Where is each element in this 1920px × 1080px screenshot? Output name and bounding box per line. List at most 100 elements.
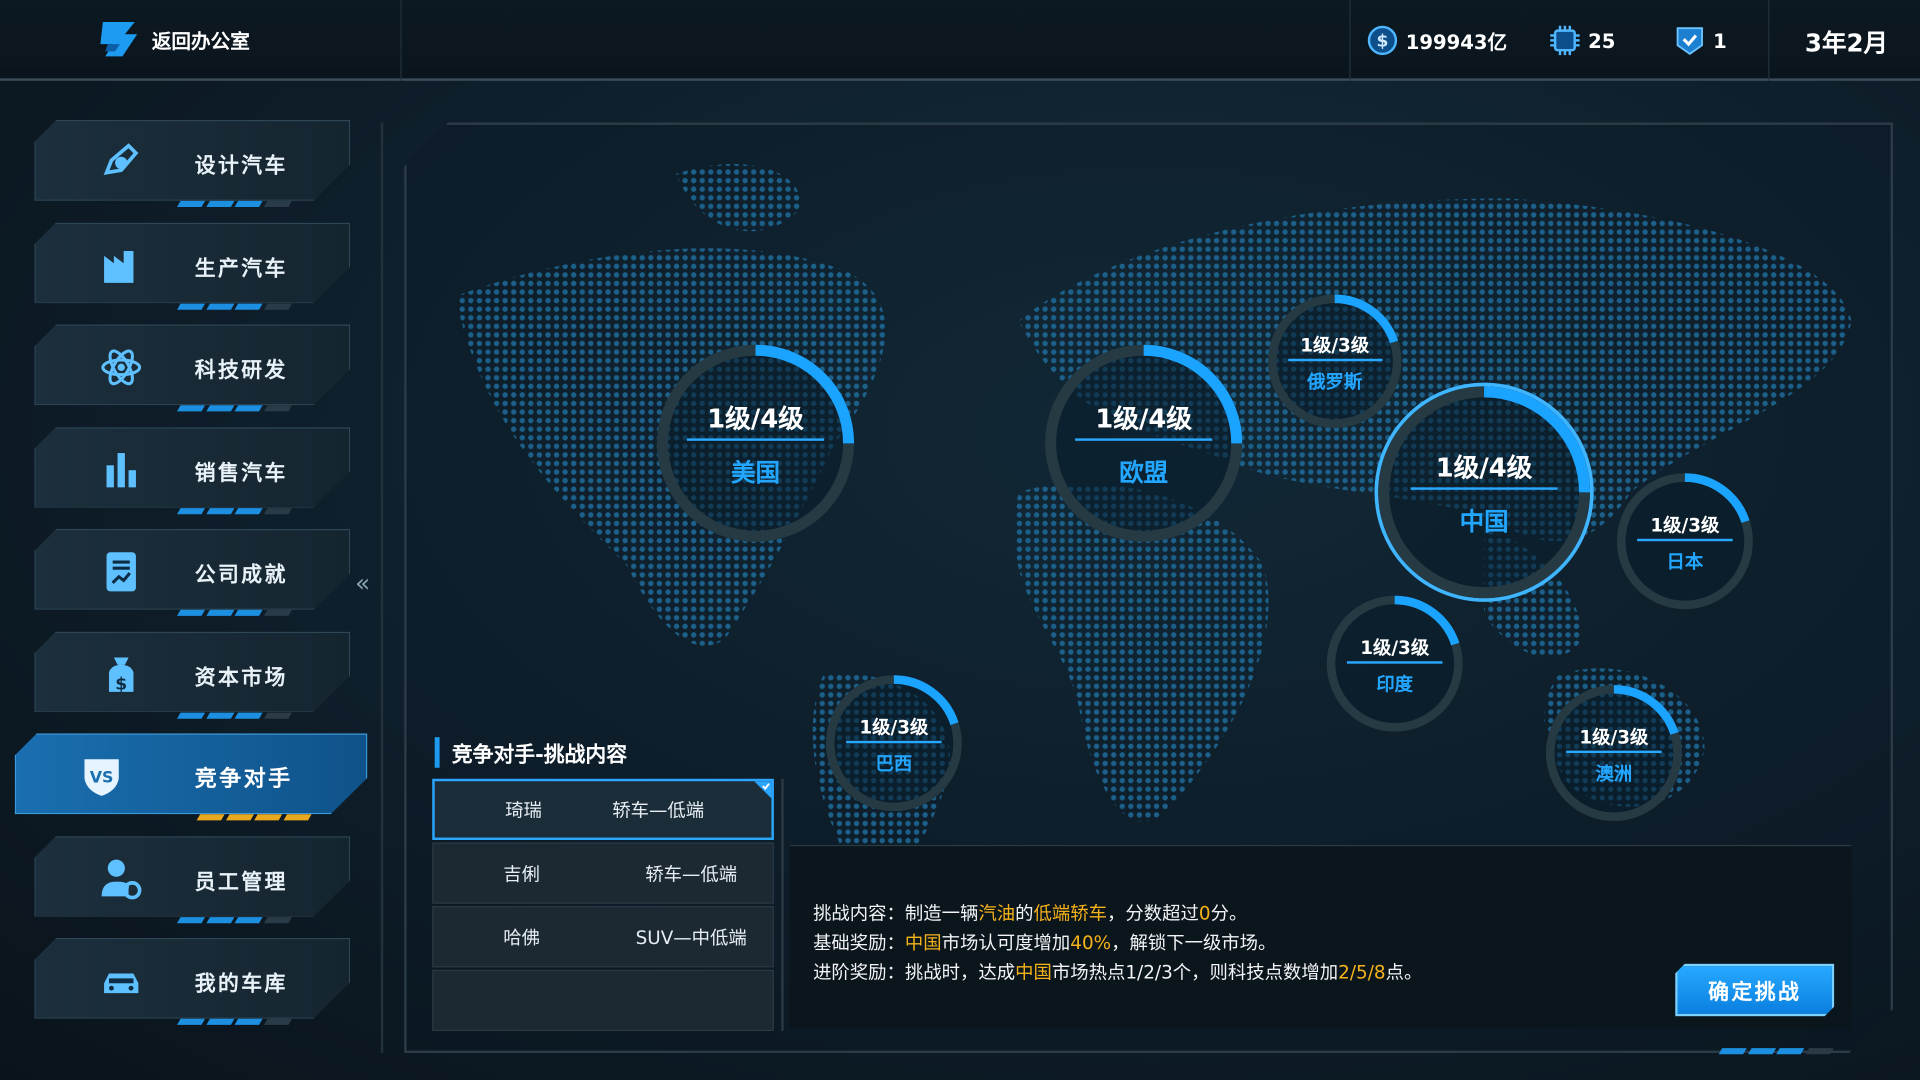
sidebar-item-label: 我的车库 [194, 972, 288, 997]
back-logo-icon [100, 22, 138, 57]
market-ring-7[interactable]: 1级/3级 巴西 [819, 669, 968, 818]
market-name: 欧盟 [1119, 457, 1169, 488]
market-level: 1级/4级 [1095, 404, 1192, 434]
selected-check-icon [754, 781, 772, 799]
rival-brand: 哈佛 [503, 926, 540, 949]
market-ring-6[interactable]: 1级/3级 印度 [1320, 589, 1469, 738]
rival-row[interactable]: 哈佛 SUV—中低端 [432, 906, 774, 968]
market-level: 1级/4级 [707, 404, 804, 434]
atom-icon [99, 345, 143, 389]
market-level: 1级/3级 [859, 716, 929, 739]
rival-row-empty [432, 969, 774, 1032]
progress-ring [1539, 678, 1688, 827]
rival-segment: 轿车—低端 [612, 798, 705, 822]
market-name: 俄罗斯 [1307, 371, 1363, 394]
rival-segment: 轿车—低端 [645, 862, 738, 885]
sidebar-item-4[interactable]: 销售汽车 [34, 427, 350, 508]
tech-points-value: 25 [1588, 28, 1616, 53]
challenge-content: 挑战内容：制造一辆汽油的低端轿车，分数超过0分。 [813, 902, 1248, 925]
basic-reward: 基础奖励：中国市场认可度增加40%，解锁下一级市场。 [813, 931, 1277, 954]
svg-text:$: $ [115, 674, 127, 694]
nav-indicator [177, 507, 291, 514]
vs-shield-icon: VS [80, 754, 124, 798]
market-name: 澳洲 [1595, 762, 1633, 785]
badge-check-icon [1676, 27, 1703, 55]
market-ring-2[interactable]: 1级/4级 欧盟 [1040, 339, 1248, 547]
nav-indicator [177, 609, 291, 616]
sidebar-item-2[interactable]: 生产汽车 [34, 222, 350, 303]
market-name: 日本 [1666, 551, 1704, 574]
sidebar-item-6[interactable]: $ 资本市场 [34, 631, 350, 712]
market-name: 印度 [1376, 673, 1414, 696]
rival-brand: 吉俐 [503, 862, 540, 885]
sidebar-item-label: 科技研发 [194, 358, 288, 384]
badges-value: 1 [1713, 28, 1727, 53]
game-date: 3年2月 [1804, 28, 1888, 58]
chip-icon [1550, 25, 1580, 56]
progress-ring [1320, 589, 1469, 738]
sidebar-item-label: 设计汽车 [194, 154, 288, 179]
market-name: 美国 [731, 457, 781, 488]
market-ring-1[interactable]: 1级/4级 美国 [651, 339, 859, 547]
challenge-info-panel: 挑战内容：制造一辆汽油的低端轿车，分数超过0分。 基础奖励：中国市场认可度增加4… [789, 844, 1852, 1029]
collapse-sidebar-button[interactable]: « [355, 568, 371, 598]
sidebar-item-label: 员工管理 [194, 870, 288, 895]
svg-text:VS: VS [90, 767, 114, 786]
nav-indicator [177, 712, 291, 719]
sidebar-item-label: 资本市场 [194, 665, 288, 691]
nav-indicator [177, 1018, 291, 1025]
rival-list-scrollbar[interactable] [781, 778, 784, 1032]
sidebar-item-9[interactable]: 我的车库 [34, 938, 350, 1019]
svg-text:$: $ [1376, 32, 1388, 52]
sidebar-item-label: 销售汽车 [194, 461, 288, 486]
confirm-challenge-button[interactable]: 确定挑战 [1675, 964, 1834, 1017]
market-level: 1级/3级 [1650, 514, 1720, 537]
nav-indicator [177, 303, 291, 310]
report-icon [99, 550, 143, 594]
garage-icon [99, 959, 143, 1003]
money-stat: $ 199943亿 [1367, 24, 1508, 56]
progress-ring [651, 339, 859, 547]
rival-row[interactable]: 琦瑞 轿车—低端 [432, 778, 774, 841]
market-ring-3[interactable]: 1级/3级 俄罗斯 [1261, 288, 1408, 435]
nav-indicator [177, 200, 291, 207]
sidebar-item-3[interactable]: 科技研发 [34, 324, 350, 405]
money-bag-icon: $ [99, 652, 143, 696]
sidebar-item-label: 竞争对手 [194, 766, 293, 793]
nav-indicator [196, 814, 311, 821]
back-to-office-button[interactable]: 返回办公室 [98, 20, 250, 59]
progress-ring [1373, 381, 1596, 604]
tech-stat: 25 [1549, 24, 1615, 56]
market-ring-8[interactable]: 1级/3级 澳洲 [1539, 678, 1688, 827]
badge-stat: 1 [1674, 24, 1727, 56]
staff-icon [99, 857, 143, 901]
progress-ring [1040, 339, 1248, 547]
bar-chart-icon [99, 448, 143, 492]
sidebar-item-7[interactable]: VS 竞争对手 [15, 733, 368, 814]
design-icon [99, 141, 143, 185]
nav-indicator [177, 916, 291, 923]
nav-indicator [177, 405, 291, 412]
sidebar-item-label: 公司成就 [194, 563, 288, 588]
market-name: 巴西 [875, 753, 913, 776]
top-bar: 返回办公室 $ 199943亿 25 1 3年2月 [0, 0, 1920, 81]
challenge-title: 竞争对手-挑战内容 [434, 737, 627, 768]
sidebar-item-5[interactable]: 公司成就 [34, 529, 350, 610]
market-level: 1级/3级 [1360, 636, 1430, 659]
sidebar-item-label: 生产汽车 [194, 256, 288, 282]
sidebar-item-8[interactable]: 员工管理 [34, 836, 350, 917]
rival-segment: SUV—中低端 [635, 926, 747, 949]
factory-icon [99, 243, 143, 287]
money-value: 199943亿 [1405, 30, 1508, 54]
market-level: 1级/3级 [1300, 334, 1370, 357]
back-label: 返回办公室 [151, 29, 250, 53]
market-name: 中国 [1459, 506, 1509, 537]
market-ring-4[interactable]: 1级/4级 中国 [1373, 381, 1596, 604]
market-ring-5[interactable]: 1级/3级 日本 [1610, 467, 1759, 616]
rival-row[interactable]: 吉俐 轿车—低端 [432, 842, 774, 904]
advanced-reward: 进阶奖励：挑战时，达成中国市场热点1/2/3个，则科技点数增加2/5/8点。 [813, 961, 1423, 984]
market-level: 1级/4级 [1435, 453, 1533, 483]
sidebar-item-1[interactable]: 设计汽车 [34, 120, 350, 201]
coin-icon: $ [1367, 25, 1398, 56]
